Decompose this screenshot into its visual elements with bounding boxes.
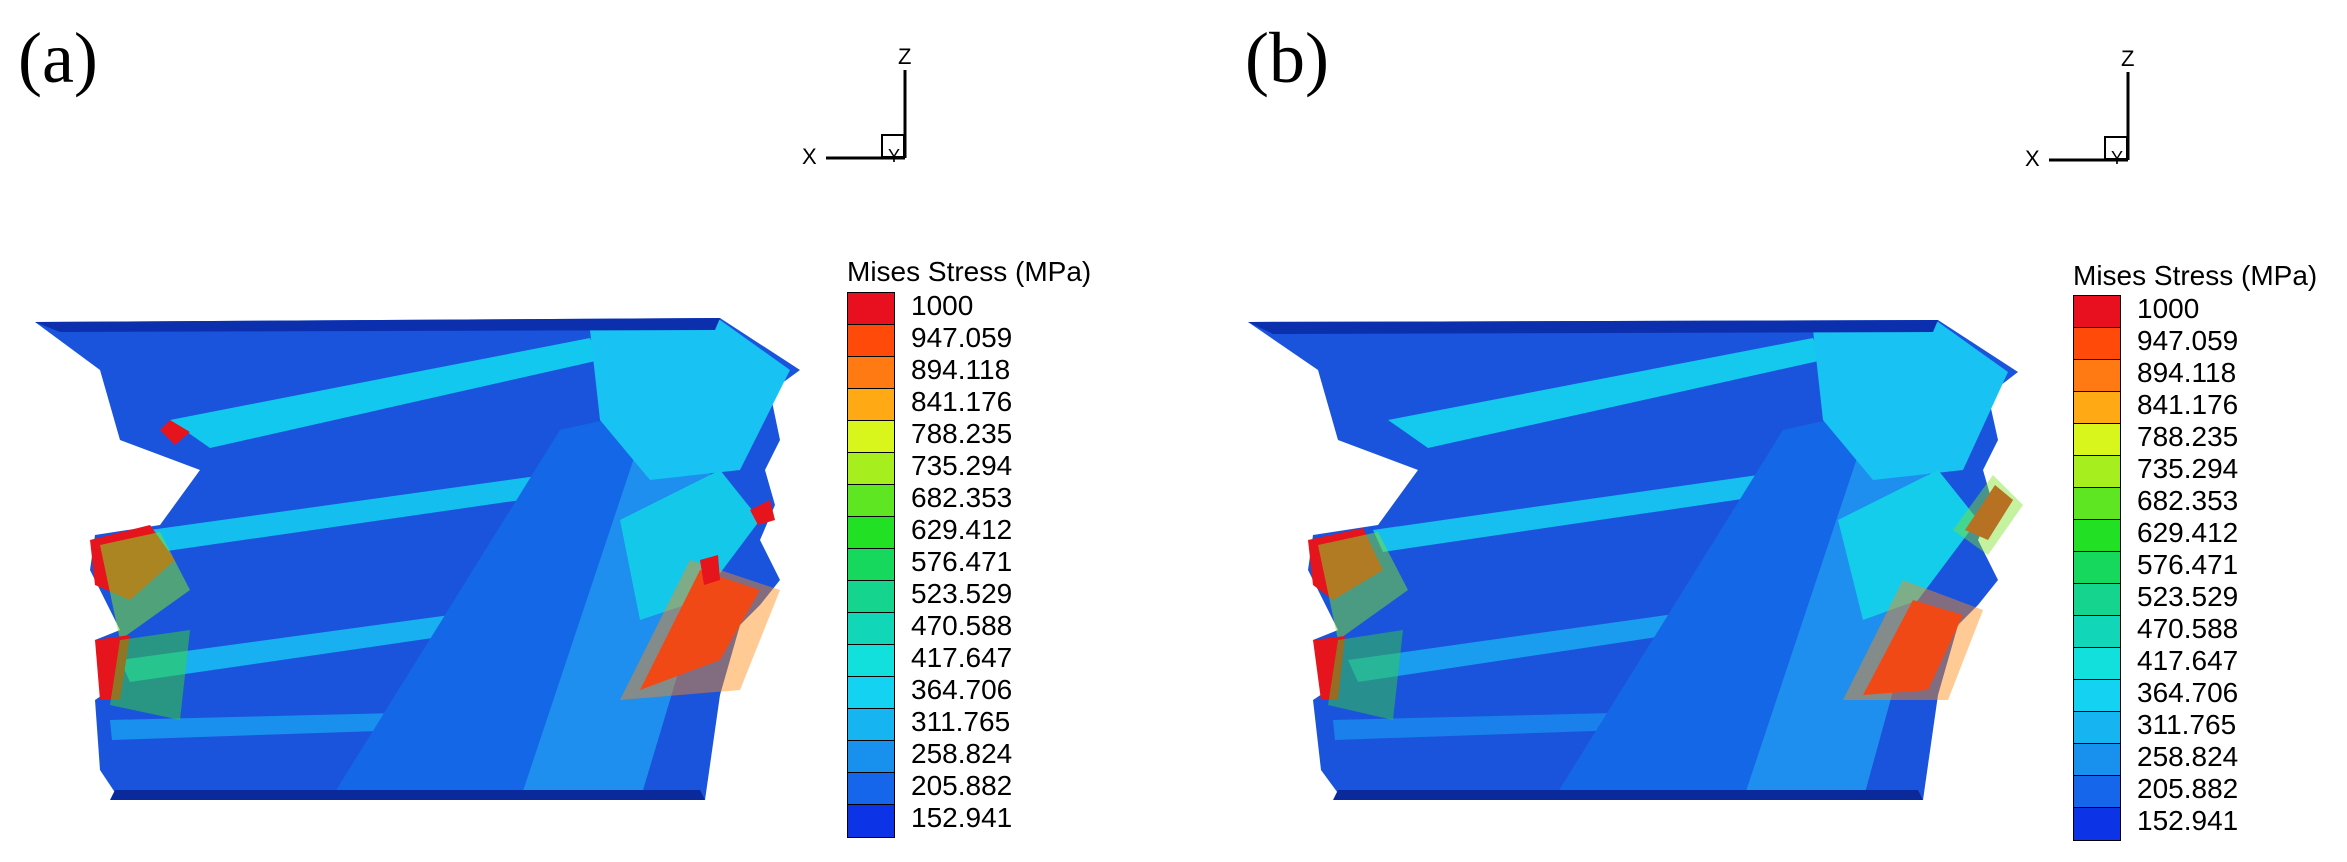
legend-value: 788.235 bbox=[2137, 421, 2239, 452]
axis-triad-icon bbox=[2049, 72, 2130, 162]
legend-title-a: Mises Stress (MPa) bbox=[847, 256, 1092, 287]
legend-value: 523.529 bbox=[2137, 581, 2239, 612]
axis-triad-icon bbox=[826, 70, 907, 160]
legend-value: 1000 bbox=[911, 290, 974, 321]
legend-swatch bbox=[2074, 520, 2120, 552]
legend-swatch bbox=[2074, 488, 2120, 520]
legend-swatch bbox=[2074, 328, 2120, 360]
axis-label-y: Y bbox=[888, 146, 901, 166]
legend-swatch bbox=[848, 613, 894, 645]
legend-value: 841.176 bbox=[2137, 389, 2239, 420]
legend-swatch bbox=[848, 453, 894, 485]
legend-swatch bbox=[848, 709, 894, 741]
legend-value: 947.059 bbox=[2137, 325, 2239, 356]
legend-swatch bbox=[848, 805, 894, 837]
legend-swatch bbox=[848, 677, 894, 709]
panel-a: (a) Z X Y Mises Stress (MPa) 1000 947.059… bbox=[0, 0, 1173, 862]
legend-value: 576.471 bbox=[2137, 549, 2239, 580]
legend-swatch bbox=[2074, 424, 2120, 456]
legend-value: 788.235 bbox=[911, 418, 1013, 449]
legend-swatch bbox=[848, 581, 894, 613]
axis-label-x: X bbox=[2025, 146, 2040, 171]
legend-value: 629.412 bbox=[2137, 517, 2239, 548]
legend-swatch bbox=[2074, 296, 2120, 328]
axis-label-x: X bbox=[802, 144, 817, 169]
legend-value: 470.588 bbox=[2137, 613, 2239, 644]
stress-contour-plot-b bbox=[1248, 320, 2023, 800]
legend-value: 735.294 bbox=[911, 450, 1013, 481]
panel-b: (b) Z X Y Mises Stress (MPa) 1000 947.059… bbox=[1173, 0, 2346, 862]
legend-swatch bbox=[2074, 808, 2120, 840]
legend-value: 205.882 bbox=[911, 770, 1013, 801]
axis-label-y: Y bbox=[2111, 148, 2124, 168]
color-legend-b bbox=[2073, 295, 2121, 841]
legend-value: 947.059 bbox=[911, 322, 1013, 353]
legend-swatch bbox=[848, 645, 894, 677]
legend-swatch bbox=[2074, 360, 2120, 392]
legend-swatch bbox=[2074, 552, 2120, 584]
legend-value: 258.824 bbox=[911, 738, 1013, 769]
legend-value: 682.353 bbox=[911, 482, 1013, 513]
color-legend-a bbox=[847, 292, 895, 838]
legend-value: 152.941 bbox=[911, 802, 1013, 833]
legend-value: 523.529 bbox=[911, 578, 1013, 609]
legend-value: 1000 bbox=[2137, 293, 2200, 324]
stress-contour-plot-a bbox=[35, 318, 800, 800]
legend-swatch bbox=[2074, 584, 2120, 616]
legend-swatch bbox=[2074, 776, 2120, 808]
legend-swatch bbox=[848, 421, 894, 453]
legend-title-b: Mises Stress (MPa) bbox=[2073, 260, 2318, 291]
legend-swatch bbox=[848, 293, 894, 325]
legend-value: 576.471 bbox=[911, 546, 1013, 577]
legend-value: 364.706 bbox=[2137, 677, 2239, 708]
legend-swatch bbox=[2074, 392, 2120, 424]
legend-swatch bbox=[2074, 744, 2120, 776]
legend-value: 470.588 bbox=[911, 610, 1013, 641]
legend-swatch bbox=[848, 549, 894, 581]
legend-swatch bbox=[848, 389, 894, 421]
legend-swatch bbox=[2074, 712, 2120, 744]
legend-swatch bbox=[2074, 616, 2120, 648]
legend-swatch bbox=[848, 741, 894, 773]
axis-triad-a: Z X Y bbox=[800, 40, 920, 180]
legend-swatch bbox=[2074, 680, 2120, 712]
legend-swatch bbox=[848, 357, 894, 389]
axis-label-z: Z bbox=[898, 44, 912, 69]
axis-triad-b: Z X Y bbox=[2023, 42, 2143, 182]
legend-value: 364.706 bbox=[911, 674, 1013, 705]
legend-value: 682.353 bbox=[2137, 485, 2239, 516]
panel-label-b: (b) bbox=[1245, 18, 1329, 98]
legend-value: 629.412 bbox=[911, 514, 1013, 545]
axis-label-z: Z bbox=[2121, 46, 2135, 71]
legend-value: 894.118 bbox=[2137, 357, 2237, 388]
legend-value: 841.176 bbox=[911, 386, 1013, 417]
legend-swatch bbox=[2074, 648, 2120, 680]
legend-swatch bbox=[848, 485, 894, 517]
legend-value: 417.647 bbox=[911, 642, 1013, 673]
legend-value: 258.824 bbox=[2137, 741, 2239, 772]
legend-value: 417.647 bbox=[2137, 645, 2239, 676]
legend-swatch bbox=[848, 325, 894, 357]
legend-value: 311.765 bbox=[2137, 709, 2237, 740]
legend-value: 735.294 bbox=[2137, 453, 2239, 484]
panel-label-a: (a) bbox=[18, 18, 98, 98]
legend-swatch bbox=[2074, 456, 2120, 488]
legend-swatch bbox=[848, 517, 894, 549]
legend-value: 205.882 bbox=[2137, 773, 2239, 804]
legend-value: 311.765 bbox=[911, 706, 1011, 737]
legend-swatch bbox=[848, 773, 894, 805]
legend-value: 894.118 bbox=[911, 354, 1011, 385]
legend-value: 152.941 bbox=[2137, 805, 2239, 836]
